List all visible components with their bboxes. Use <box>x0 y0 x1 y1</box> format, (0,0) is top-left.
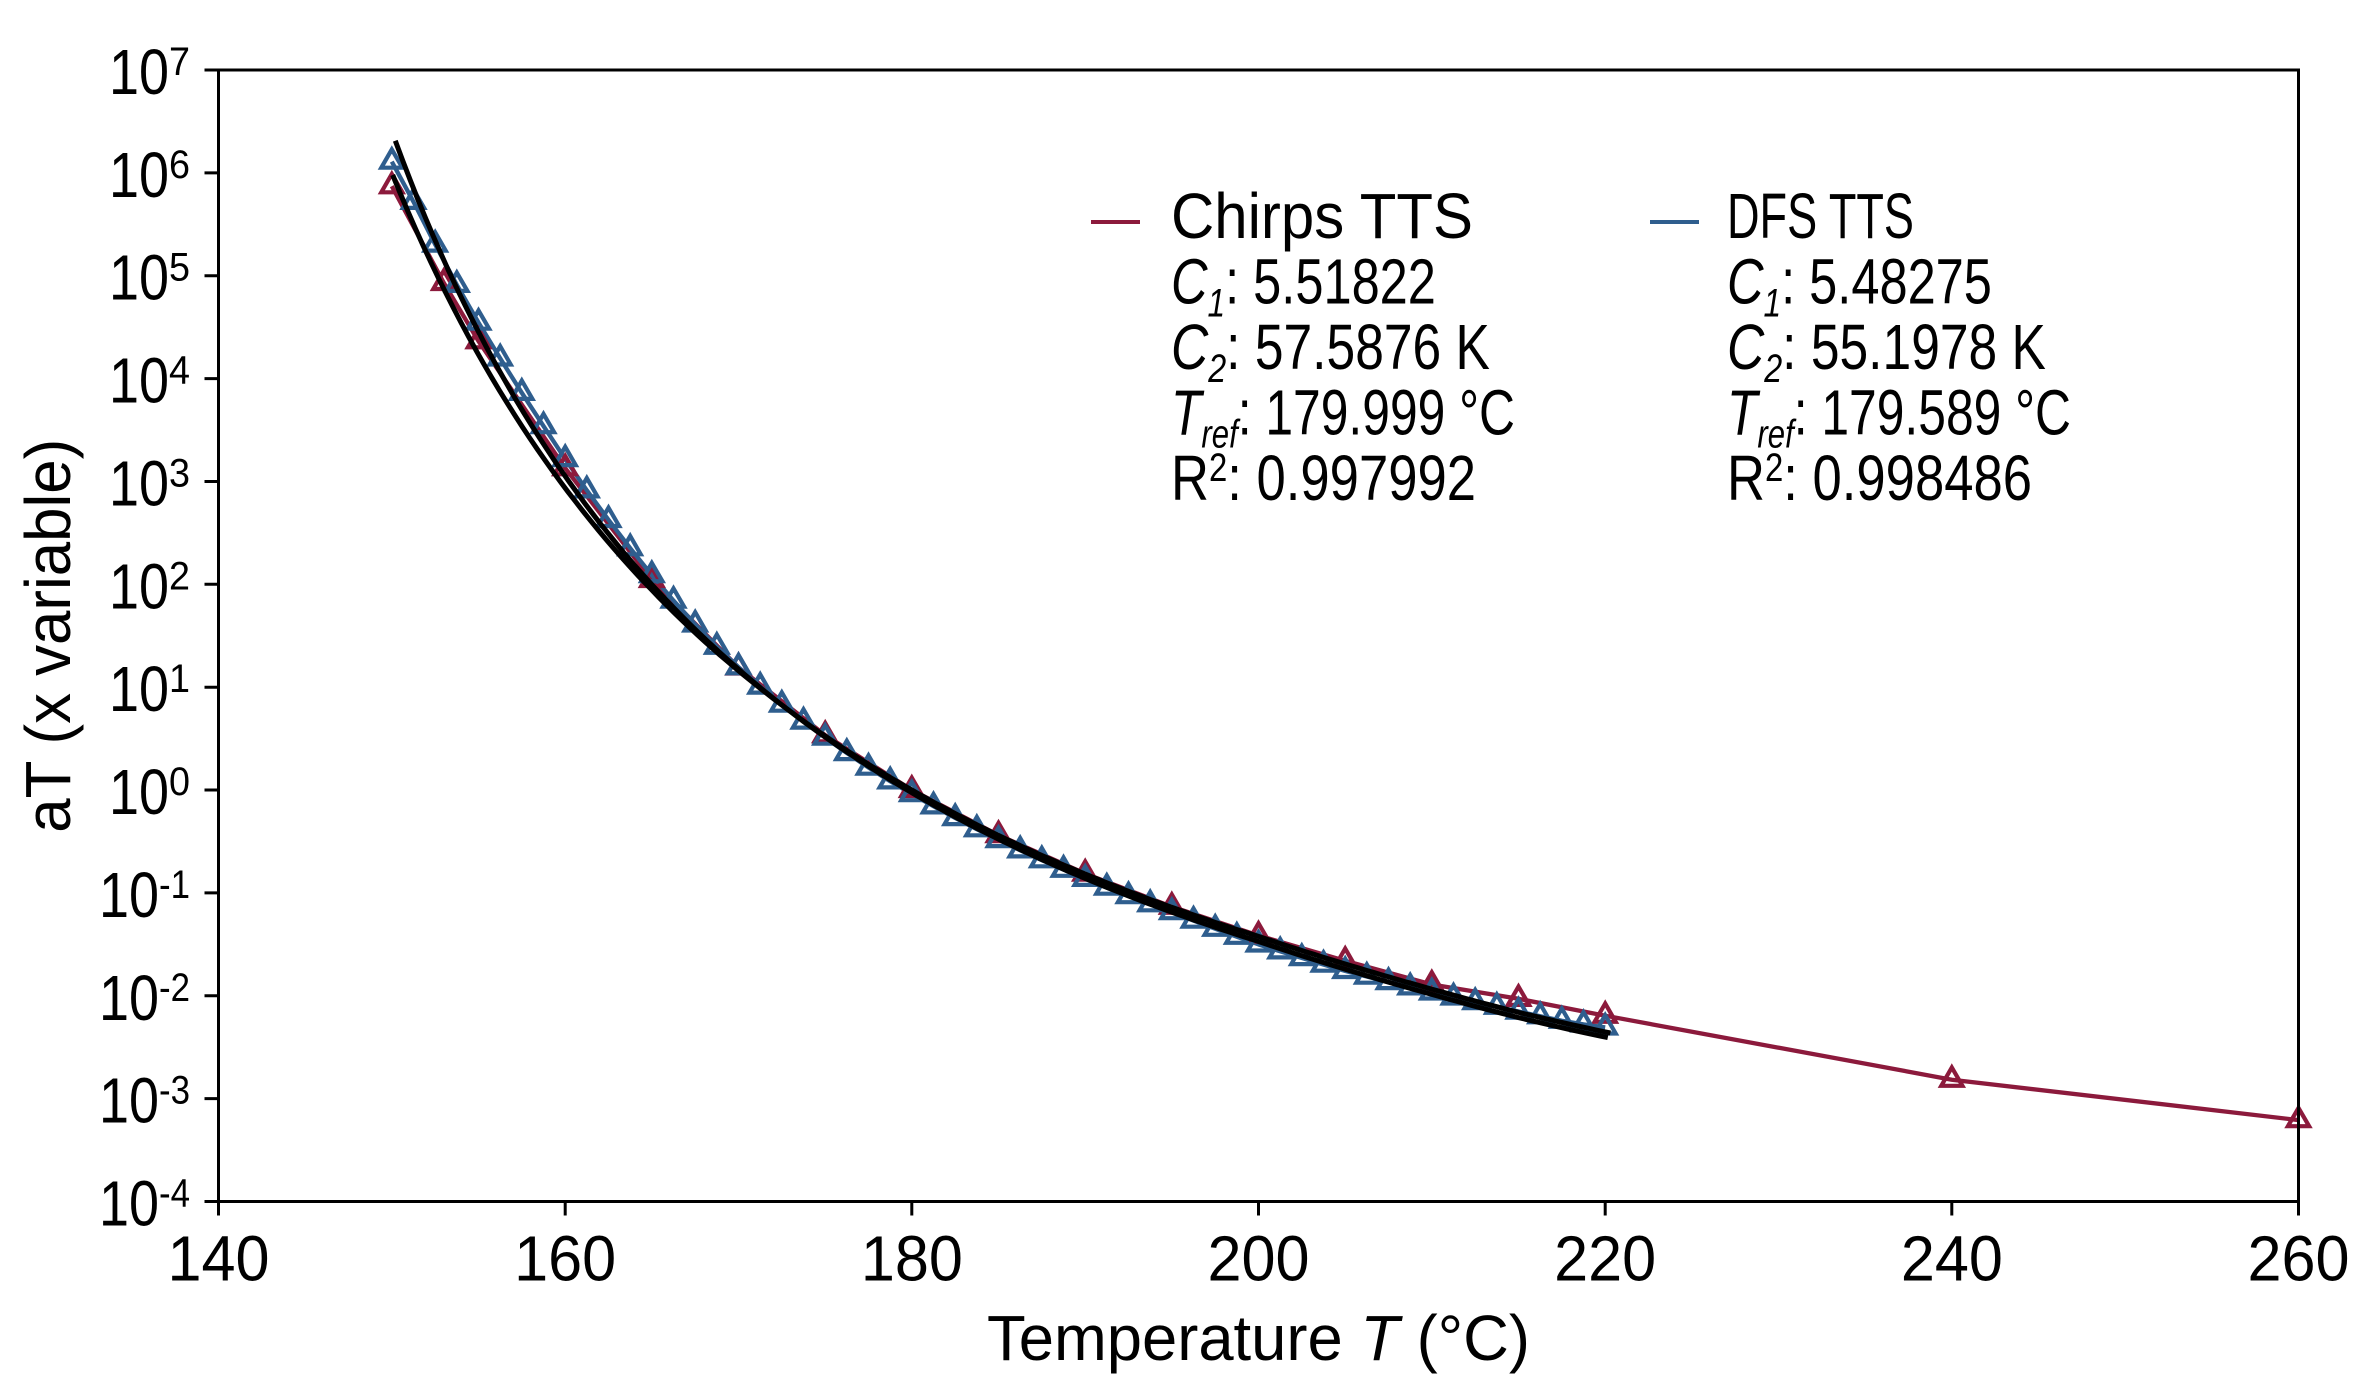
svg-text:1: 1 <box>169 657 190 701</box>
svg-text:0: 0 <box>169 760 190 804</box>
svg-text:Tref: 179.589 °C: Tref: 179.589 °C <box>1727 378 2071 457</box>
svg-text:R2: 0.998486: R2: 0.998486 <box>1727 443 2032 514</box>
svg-text:10: 10 <box>99 1167 159 1239</box>
svg-text:10: 10 <box>109 756 169 828</box>
svg-text:10: 10 <box>109 653 169 725</box>
svg-text:10: 10 <box>109 36 169 108</box>
svg-text:3: 3 <box>169 451 190 495</box>
svg-text:Tref: 179.999 °C: Tref: 179.999 °C <box>1171 378 1515 457</box>
svg-text:160: 160 <box>514 1223 616 1295</box>
svg-text:6: 6 <box>169 143 190 187</box>
svg-text:2: 2 <box>169 554 190 598</box>
svg-text:200: 200 <box>1207 1223 1309 1295</box>
svg-text:4: 4 <box>169 349 190 393</box>
svg-text:10: 10 <box>109 241 169 313</box>
svg-text:C1: 5.51822: C1: 5.51822 <box>1171 247 1436 325</box>
svg-text:-3: -3 <box>159 1067 190 1112</box>
svg-text:C1: 5.48275: C1: 5.48275 <box>1727 247 1992 325</box>
svg-text:-4: -4 <box>159 1170 190 1215</box>
svg-text:240: 240 <box>1901 1223 2003 1295</box>
svg-text:10: 10 <box>109 550 169 622</box>
svg-text:DFS TTS: DFS TTS <box>1727 180 1914 252</box>
svg-text:10: 10 <box>109 344 169 416</box>
svg-text:10: 10 <box>99 961 159 1033</box>
svg-text:260: 260 <box>2247 1223 2349 1295</box>
svg-text:C2: 55.1978 K: C2: 55.1978 K <box>1727 312 2046 391</box>
svg-text:180: 180 <box>861 1223 963 1295</box>
svg-text:Chirps TTS: Chirps TTS <box>1171 181 1473 252</box>
svg-text:220: 220 <box>1554 1223 1656 1295</box>
svg-text:10: 10 <box>109 138 169 210</box>
svg-text:-1: -1 <box>159 862 190 907</box>
svg-text:10: 10 <box>99 1064 159 1136</box>
svg-text:10: 10 <box>99 859 159 931</box>
svg-text:5: 5 <box>169 246 190 290</box>
svg-text:-2: -2 <box>159 965 190 1010</box>
svg-text:7: 7 <box>169 40 190 84</box>
svg-text:10: 10 <box>109 447 169 519</box>
svg-text:aT (x variable): aT (x variable) <box>13 439 84 833</box>
svg-text:140: 140 <box>167 1223 269 1295</box>
svg-text:C2: 57.5876 K: C2: 57.5876 K <box>1171 312 1490 391</box>
svg-text:Temperature T (°C): Temperature T (°C) <box>987 1303 1530 1374</box>
